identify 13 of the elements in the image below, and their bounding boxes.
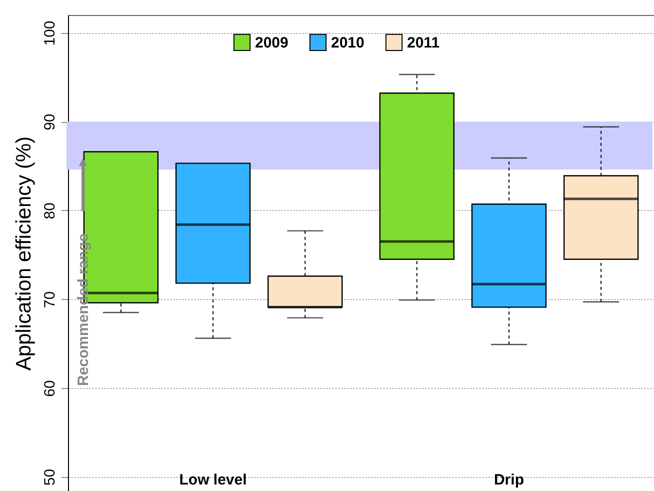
y-tick-label: 80 <box>42 202 58 220</box>
y-tick-label: 100 <box>42 20 58 46</box>
legend-label: 2010 <box>331 34 364 52</box>
legend-label: 2011 <box>407 34 440 52</box>
y-tick-label: 50 <box>42 468 58 486</box>
y-axis-title: Application efficiency (%) <box>12 136 36 371</box>
y-tick-label: 90 <box>42 114 58 130</box>
annotation: Recommended range <box>75 233 92 386</box>
x-tick-label: Drip <box>494 472 524 488</box>
x-tick-label: Low level <box>179 472 247 488</box>
legend-label: 2009 <box>255 34 288 52</box>
y-tick-label: 60 <box>42 380 58 397</box>
y-tick-label: 70 <box>42 291 58 308</box>
